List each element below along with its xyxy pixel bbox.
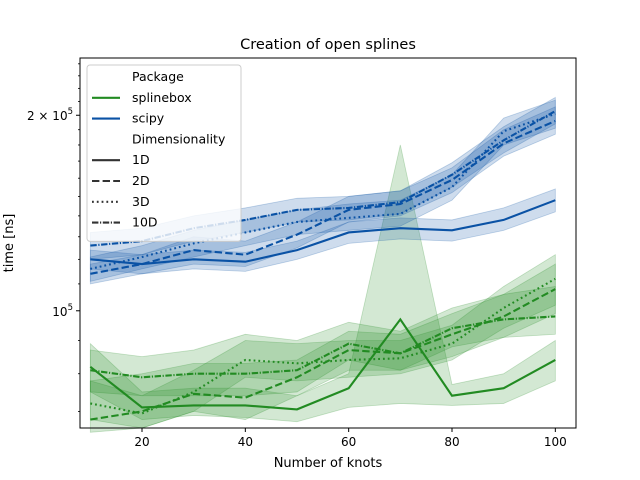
legend-box <box>86 64 242 242</box>
y-tick-label: 2 × 105 <box>27 107 73 123</box>
chart-title: Creation of open splines <box>240 37 416 53</box>
series-lines <box>89 110 556 421</box>
legend-label-2d: 2D <box>132 173 150 188</box>
y-axis: 105 2 × 105 <box>27 63 80 412</box>
y-tick-label: 105 <box>52 303 73 319</box>
x-tick-label: 20 <box>134 435 149 449</box>
x-tick-label: 80 <box>444 435 459 449</box>
line-splinebox-3d <box>90 277 556 415</box>
legend-label-1d: 1D <box>132 152 150 167</box>
x-tick-label: 40 <box>238 435 253 449</box>
legend-title-dimensionality: Dimensionality <box>132 131 226 146</box>
legend-label-scipy: scipy <box>132 111 165 126</box>
line-splinebox-1d <box>89 317 556 411</box>
x-axis: 20 40 60 80 100 <box>134 428 567 449</box>
line-scipy-1d <box>90 199 556 266</box>
band-splinebox-1d <box>89 144 556 423</box>
legend-label-splinebox: splinebox <box>132 90 192 105</box>
x-tick-label: 60 <box>341 435 356 449</box>
legend-label-3d: 3D <box>132 194 150 209</box>
legend: Package splinebox scipy Dimensionality 1D 2D 3… <box>86 64 242 242</box>
x-tick-label: 100 <box>544 435 567 449</box>
y-axis-label: time [ns] <box>2 214 17 273</box>
line-splinebox-2d <box>90 288 556 421</box>
band-splinebox-2d <box>89 263 556 433</box>
legend-label-10d: 10D <box>132 215 158 230</box>
line-splinebox-10d <box>90 315 556 379</box>
band-splinebox-3d <box>89 253 556 429</box>
band-splinebox-10d <box>89 286 556 397</box>
plot-frame <box>79 57 577 429</box>
x-axis-label: Number of knots <box>274 456 383 471</box>
line-scipy-2d <box>90 119 556 275</box>
legend-title-package: Package <box>132 69 184 84</box>
